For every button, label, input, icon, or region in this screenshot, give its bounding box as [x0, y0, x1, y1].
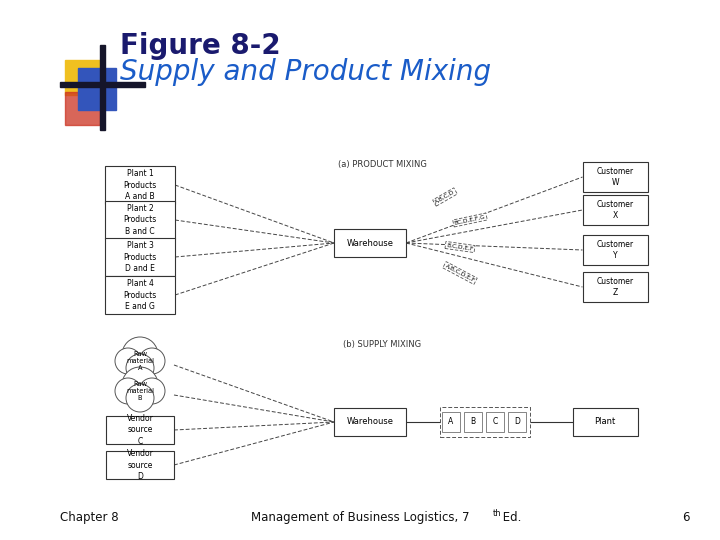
- Text: (a) PRODUCT MIXING: (a) PRODUCT MIXING: [338, 160, 426, 169]
- Text: Customer
W: Customer W: [596, 167, 634, 187]
- Bar: [65, 60, 103, 95]
- Text: Customer
Y: Customer Y: [596, 240, 634, 260]
- Bar: [78, 68, 116, 110]
- Text: Customer
Z: Customer Z: [596, 277, 634, 297]
- Circle shape: [126, 384, 154, 412]
- FancyBboxPatch shape: [486, 412, 504, 432]
- FancyBboxPatch shape: [582, 162, 647, 192]
- Text: Customer
X: Customer X: [596, 200, 634, 220]
- FancyBboxPatch shape: [334, 229, 406, 257]
- Circle shape: [122, 367, 158, 403]
- Text: Chapter 8: Chapter 8: [60, 511, 119, 524]
- Text: Raw
material
B: Raw material B: [126, 381, 154, 401]
- Text: A,B,C,D: A,B,C,D: [434, 190, 456, 205]
- FancyBboxPatch shape: [105, 166, 175, 204]
- Circle shape: [122, 337, 158, 373]
- Text: th: th: [493, 509, 502, 518]
- Text: Plant 2
Products
B and C: Plant 2 Products B and C: [123, 205, 157, 235]
- Text: BC,D,E,F,G: BC,D,E,F,G: [454, 214, 486, 226]
- FancyBboxPatch shape: [106, 416, 174, 444]
- Text: (b) SUPPLY MIXING: (b) SUPPLY MIXING: [343, 340, 421, 349]
- Text: Plant 4
Products
E and G: Plant 4 Products E and G: [123, 279, 157, 310]
- FancyBboxPatch shape: [334, 408, 406, 436]
- Text: B: B: [470, 417, 476, 427]
- FancyBboxPatch shape: [105, 276, 175, 314]
- FancyBboxPatch shape: [508, 412, 526, 432]
- Text: Plant 3
Products
D and E: Plant 3 Products D and E: [123, 241, 157, 273]
- Text: Raw
material
A: Raw material A: [126, 351, 154, 371]
- Text: Vendor
source
D: Vendor source D: [127, 449, 153, 481]
- Bar: [100, 45, 105, 130]
- Text: D: D: [514, 417, 520, 427]
- Text: Vendor
source
C: Vendor source C: [127, 414, 153, 446]
- Circle shape: [115, 348, 141, 374]
- Text: Supply and Product Mixing: Supply and Product Mixing: [120, 58, 491, 86]
- Text: Plant: Plant: [595, 417, 616, 427]
- FancyBboxPatch shape: [440, 407, 530, 437]
- FancyBboxPatch shape: [106, 451, 174, 479]
- Text: B,C,D,E,F: B,C,D,E,F: [446, 242, 474, 252]
- FancyBboxPatch shape: [582, 272, 647, 302]
- Bar: [60, 82, 145, 87]
- Text: Warehouse: Warehouse: [346, 239, 394, 247]
- FancyBboxPatch shape: [464, 412, 482, 432]
- FancyBboxPatch shape: [442, 412, 460, 432]
- Text: Figure 8-2: Figure 8-2: [120, 32, 281, 60]
- FancyBboxPatch shape: [105, 201, 175, 239]
- Circle shape: [139, 348, 165, 374]
- Text: Warehouse: Warehouse: [346, 417, 394, 427]
- Text: A,B,C,D,E,F: A,B,C,D,E,F: [444, 263, 476, 283]
- Text: Ed.: Ed.: [499, 511, 521, 524]
- Circle shape: [115, 378, 141, 404]
- FancyBboxPatch shape: [572, 408, 637, 436]
- Text: A: A: [449, 417, 454, 427]
- Circle shape: [126, 354, 154, 382]
- Text: C: C: [492, 417, 498, 427]
- FancyBboxPatch shape: [105, 238, 175, 276]
- FancyBboxPatch shape: [582, 235, 647, 265]
- Text: Management of Business Logistics, 7: Management of Business Logistics, 7: [251, 511, 469, 524]
- Circle shape: [139, 378, 165, 404]
- Bar: [65, 92, 100, 125]
- FancyBboxPatch shape: [582, 195, 647, 225]
- Text: Plant 1
Products
A and B: Plant 1 Products A and B: [123, 170, 157, 200]
- Text: 6: 6: [683, 511, 690, 524]
